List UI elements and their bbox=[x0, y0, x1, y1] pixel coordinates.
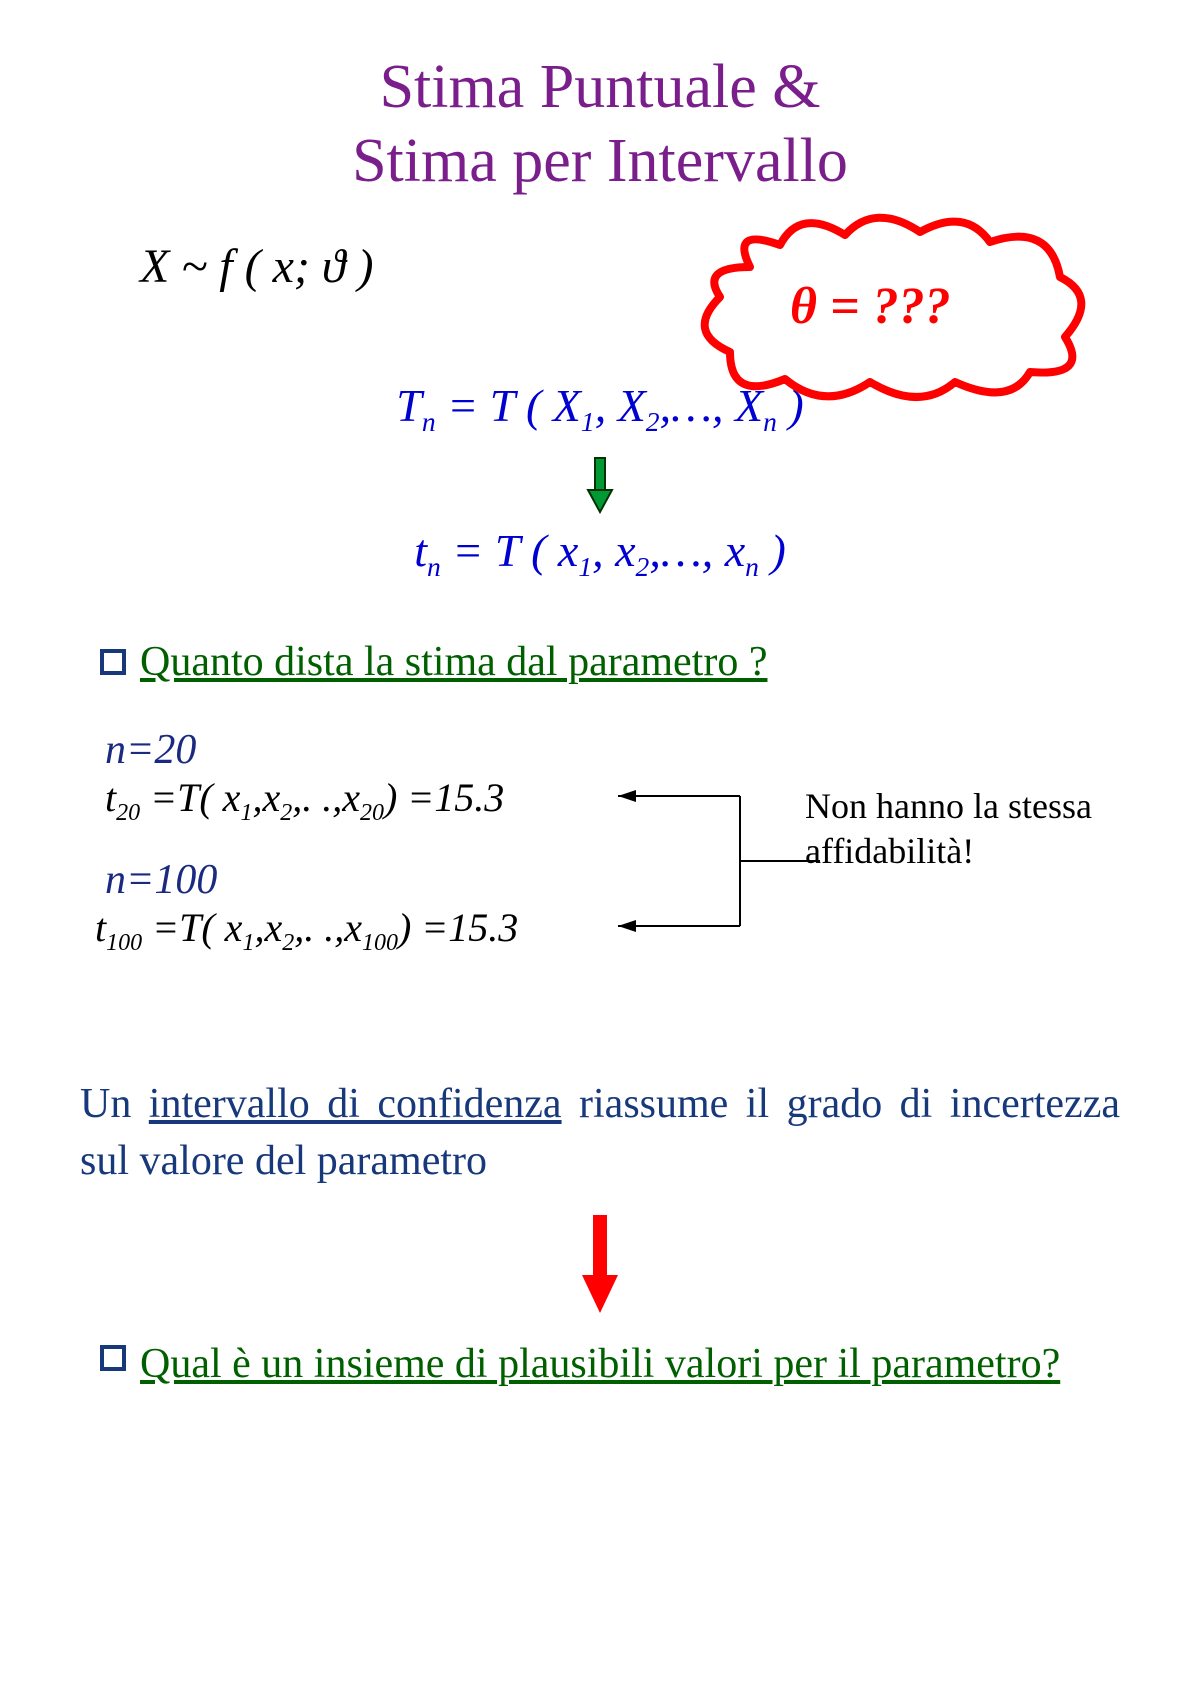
para-pre: Un bbox=[80, 1081, 149, 1127]
eq-sub: n bbox=[422, 406, 436, 437]
title-line2: Stima per Intervallo bbox=[352, 127, 848, 195]
eq-part: t bbox=[105, 775, 116, 820]
eq-part: t bbox=[95, 905, 106, 950]
eq-lhs: T bbox=[396, 380, 422, 431]
example-n20-label: n=20 bbox=[105, 726, 196, 774]
eq-part: =T( x bbox=[142, 905, 242, 950]
eq-part: ,. .,x bbox=[294, 905, 362, 950]
red-arrow-down-icon bbox=[80, 1215, 1120, 1315]
eq-part: , x bbox=[592, 525, 635, 576]
eq-sub: 1 bbox=[581, 406, 595, 437]
eq-sub: n bbox=[427, 551, 441, 582]
eq-sub: 20 bbox=[116, 800, 140, 826]
distribution-row: X ~ f ( x; ϑ ) θ = ??? bbox=[80, 239, 1120, 294]
examples-block: n=20 t20 =T( x1,x2,. .,x20) =15.3 n=100 … bbox=[105, 726, 1120, 986]
estimate-equation: tn = T ( x1, x2,…, xn ) bbox=[80, 524, 1120, 583]
eq-lhs: t bbox=[414, 525, 427, 576]
question2-row: Qual è un insieme di plausibili valori p… bbox=[100, 1335, 1120, 1394]
eq-sub: 2 bbox=[636, 551, 650, 582]
title-line1: Stima Puntuale & bbox=[380, 53, 821, 121]
eq-sub: 1 bbox=[242, 930, 254, 956]
eq-sub: 2 bbox=[280, 800, 292, 826]
eq-part: ) =15.3 bbox=[398, 905, 518, 950]
confidence-interval-paragraph: Un intervallo di confidenza riassume il … bbox=[80, 1076, 1120, 1189]
eq-sub: 1 bbox=[578, 551, 592, 582]
bullet-icon bbox=[100, 1345, 126, 1371]
eq-part: = T ( X bbox=[436, 380, 581, 431]
eq-sub: n bbox=[745, 551, 759, 582]
eq-part: = T ( x bbox=[441, 525, 579, 576]
bullet-icon bbox=[100, 649, 126, 675]
eq-part: ,. .,x bbox=[292, 775, 360, 820]
eq-sub: 20 bbox=[360, 800, 384, 826]
green-arrow-down-icon bbox=[80, 456, 1120, 514]
cloud-text: θ = ??? bbox=[790, 277, 951, 336]
example-n100-label: n=100 bbox=[105, 856, 217, 904]
eq-sub: 2 bbox=[282, 930, 294, 956]
example-n100-eq: t100 =T( x1,x2,. .,x100) =15.3 bbox=[95, 904, 518, 957]
eq-part: , X bbox=[595, 380, 646, 431]
para-underlined: intervallo di confidenza bbox=[149, 1081, 562, 1127]
question2-text: Qual è un insieme di plausibili valori p… bbox=[140, 1335, 1120, 1394]
eq-part: ) bbox=[759, 525, 786, 576]
eq-sub: n bbox=[763, 406, 777, 437]
eq-part: ) =15.3 bbox=[384, 775, 504, 820]
eq-part: ,x bbox=[252, 775, 280, 820]
slide-title: Stima Puntuale & Stima per Intervallo bbox=[80, 50, 1120, 199]
thought-cloud: θ = ??? bbox=[670, 207, 1100, 407]
question1-row: Quanto dista la stima dal parametro ? bbox=[100, 638, 1120, 686]
side-note: Non hanno la stessa affidabilità! bbox=[805, 784, 1105, 874]
eq-sub: 100 bbox=[362, 930, 398, 956]
example-n20-eq: t20 =T( x1,x2,. .,x20) =15.3 bbox=[105, 774, 504, 827]
slide-page: Stima Puntuale & Stima per Intervallo X … bbox=[0, 0, 1200, 1698]
eq-part: =T( x bbox=[140, 775, 240, 820]
question1-text: Quanto dista la stima dal parametro ? bbox=[140, 638, 767, 686]
eq-sub: 2 bbox=[646, 406, 660, 437]
eq-sub: 1 bbox=[240, 800, 252, 826]
eq-sub: 100 bbox=[106, 930, 142, 956]
eq-part: ,x bbox=[254, 905, 282, 950]
eq-part: ,…, x bbox=[649, 525, 745, 576]
